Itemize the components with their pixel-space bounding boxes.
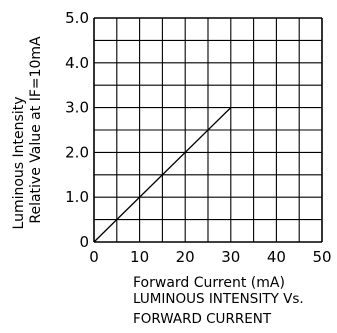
y-tick-label: 1.0 <box>65 188 89 206</box>
x-tick-label: 10 <box>130 248 149 266</box>
y-tick-label: 4.0 <box>65 54 89 72</box>
y-axis-title-line-2: Relative Value at IF=10mA <box>28 36 44 224</box>
x-tick-label: 40 <box>267 248 286 266</box>
y-tick-label: 3.0 <box>65 99 89 117</box>
y-tick-label: 2.0 <box>65 143 89 161</box>
x-tick-label: 30 <box>221 248 240 266</box>
series-layer <box>93 107 232 243</box>
plot-grid <box>93 17 323 243</box>
x-tick-label: 20 <box>176 248 195 266</box>
x-axis-title: Forward Current (mA) <box>133 275 285 291</box>
series-line-0 <box>93 107 232 243</box>
chart-title-line-1: LUMINOUS INTENSITY Vs. <box>133 291 304 307</box>
y-axis-title-line-1: Luminous Intensity <box>11 97 27 230</box>
x-tick-label: 0 <box>89 248 99 266</box>
chart-title-line-2: FORWARD CURRENT <box>133 311 272 327</box>
y-tick-label: 5.0 <box>65 9 89 27</box>
x-tick-label: 50 <box>312 248 331 266</box>
y-tick-labels: 0 1.0 2.0 3.0 4.0 5.0 <box>65 9 89 251</box>
y-tick-label: 0 <box>79 233 89 251</box>
x-tick-labels: 0 10 20 30 40 50 <box>89 248 331 266</box>
